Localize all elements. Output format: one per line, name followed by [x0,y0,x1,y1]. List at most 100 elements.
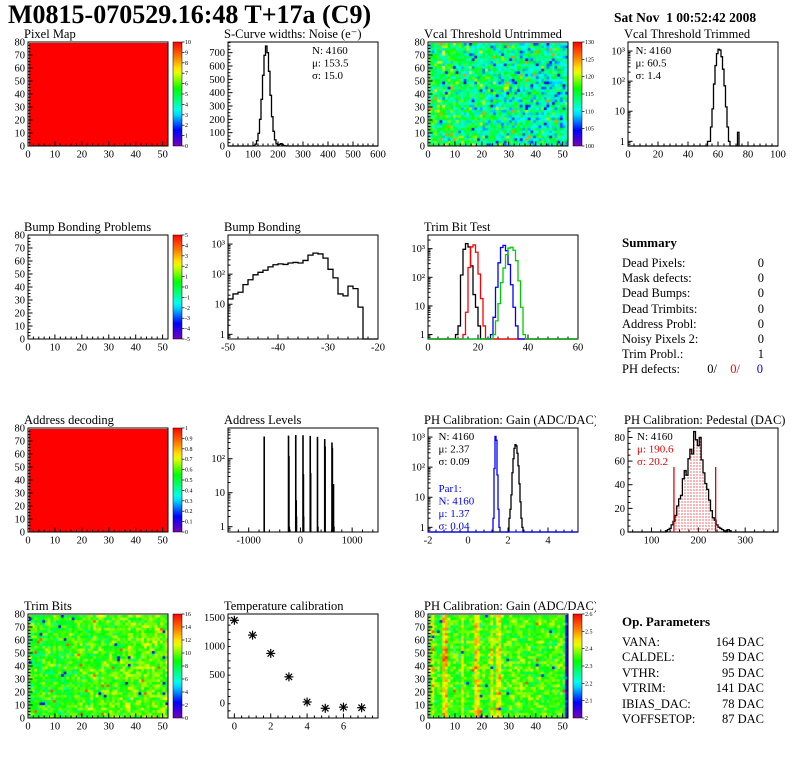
x-tick-label: 20 [77,536,88,547]
y-tick-label: 50 [415,649,426,660]
hist-series-0 [428,242,578,340]
colorbar-tick-label: 4 [185,102,188,108]
heatmap-surface [28,42,168,146]
chart-svg: PH Calibration: Gain (ADC/DAC) -2 0 2 4 1 10 10… [411,414,596,547]
y-tick-label: 0 [220,699,225,710]
colorbar-tick-label: 2 [185,264,188,270]
y-tick-label: 10 [15,322,26,333]
colorbar-tick-label: 0.1 [185,520,193,526]
summary-row: Mask defects: 0 [622,271,764,286]
x-tick-label: 30 [104,343,115,354]
plot-frame [427,41,569,147]
x-tick-label: 40 [683,150,694,161]
x-tick-label: 30 [104,722,115,733]
chart-svg: Vcal Threshold Trimmed 0 20 40 60 80 100 1 10 10²… [611,28,786,161]
chart-title: Address Levels [224,414,302,427]
y-tick-label: 10 [415,493,426,504]
chart-title: Pixel Map [24,28,76,41]
y-tick-label: 60 [15,64,26,75]
axes [27,427,169,533]
chart-title: PH Calibration: Gain (ADC/DAC) [424,600,596,613]
colorbar-tick-label: 9 [185,50,188,56]
y-tick-label: 10 [15,515,26,526]
y-tick-label: 10 [415,129,426,140]
x-tick-label: 500 [345,150,361,161]
x-tick-label: 200 [690,536,706,547]
colorbar-tick-label: 130 [585,40,594,46]
x-tick-label: 20 [77,343,88,354]
colorbar-tick-label: -2 [185,306,190,312]
colorbar-tick-label: 2 [185,703,188,709]
y-tick-label: 20 [15,502,26,513]
x-tick-label: -1000 [236,536,261,547]
op-parameter-value: 164 DAC [715,635,764,649]
y-tick-label: 300 [209,102,225,113]
op-parameter-value: 95 DAC [721,665,764,680]
summary-value: 1 [757,347,764,362]
x-tick-label: 1000 [342,536,363,547]
panel-address-decoding: Address decoding 0 10 20 30 40 50 0 10 20 30 40 50 60… [0,414,196,584]
op-parameter-label: CALDEL: [622,650,675,665]
y-tick-label: 80 [615,433,626,444]
stats-text: μ: 2.37 [439,444,470,456]
colorbar-tick-label: 1 [185,426,188,432]
summary-row: Trim Probl.: 1 [622,347,764,362]
y-tick-label: 60 [415,636,426,647]
x-tick-label: 30 [104,150,115,161]
plot-frame [227,613,379,719]
summary-ph-defects-row: PH defects: 0/0/0 [622,362,764,377]
colorbar [172,427,183,533]
colorbar-tick-label: 8 [185,664,188,670]
colorbar-tick-label: 3 [185,254,188,260]
panel-address-levels: Address Levels -1000 0 1000 1 10 10² [200,414,396,584]
y-tick-label: 50 [415,77,426,88]
y-tick-label: 0 [20,142,25,153]
summary-value: 0 [757,301,764,316]
x-tick-label: 0 [625,150,630,161]
colorbar [172,234,183,340]
y-tick-label: 30 [15,103,26,114]
chart-svg: Vcal Threshold Untrimmed 0 10 20 30 40 50 0 10 20… [415,28,595,161]
x-tick-label: 0 [25,150,30,161]
plot-frame [27,234,169,340]
colorbar [572,613,583,719]
y-tick-label: 10² [211,270,225,281]
x-tick-label: 400 [320,150,336,161]
x-tick-label: 10 [50,150,61,161]
y-tick-label: 0 [420,142,425,153]
y-tick-label: 10³ [211,240,225,251]
x-tick-label: 40 [130,536,141,547]
axes [227,427,374,533]
x-tick-label: 100 [644,536,660,547]
axes [627,41,779,147]
scatter-marker-star [302,697,312,707]
colorbar-tick-label: 0 [185,530,188,536]
colorbar-tick-label: -5 [185,337,190,343]
colorbar-tick-label: 2 [185,123,188,129]
colorbar-tick-label: 14 [185,625,191,631]
stats-text: N: 4160 [637,431,673,443]
x-tick-label: 2 [505,536,510,547]
y-tick-label: 70 [15,437,26,448]
op-parameter-row: IBIAS_DAC: 78 DAC [622,697,764,712]
colorbar [572,41,583,147]
summary-heading: Summary [622,235,677,250]
colorbar-tick-label: 2.3 [585,664,593,670]
y-tick-label: 20 [15,309,26,320]
panel-ph-gain-hist: PH Calibration: Gain (ADC/DAC) -2 0 2 4 1 10 10… [400,414,596,584]
summary-label: Address Probl: [622,316,697,331]
chart-title: Temperature calibration [224,600,344,613]
y-tick-label: 0 [220,142,225,153]
y-tick-label: 0 [20,714,25,725]
stats-text: σ: 15.0 [312,70,343,82]
y-tick-label: 1000 [204,642,225,653]
colorbar [172,41,183,147]
y-tick-label: 20 [15,688,26,699]
y-tick-label: 1 [620,137,625,148]
panel-bump-bonding-problems: Bump Bonding Problems 0 10 20 30 40 50 0 10 20 30 4… [0,221,196,391]
plot-frame [227,41,379,147]
x-tick-label: 50 [157,150,168,161]
y-tick-label: 80 [15,610,26,621]
x-tick-label: 4 [545,536,551,547]
colorbar-tick-label: 2.2 [585,681,593,687]
